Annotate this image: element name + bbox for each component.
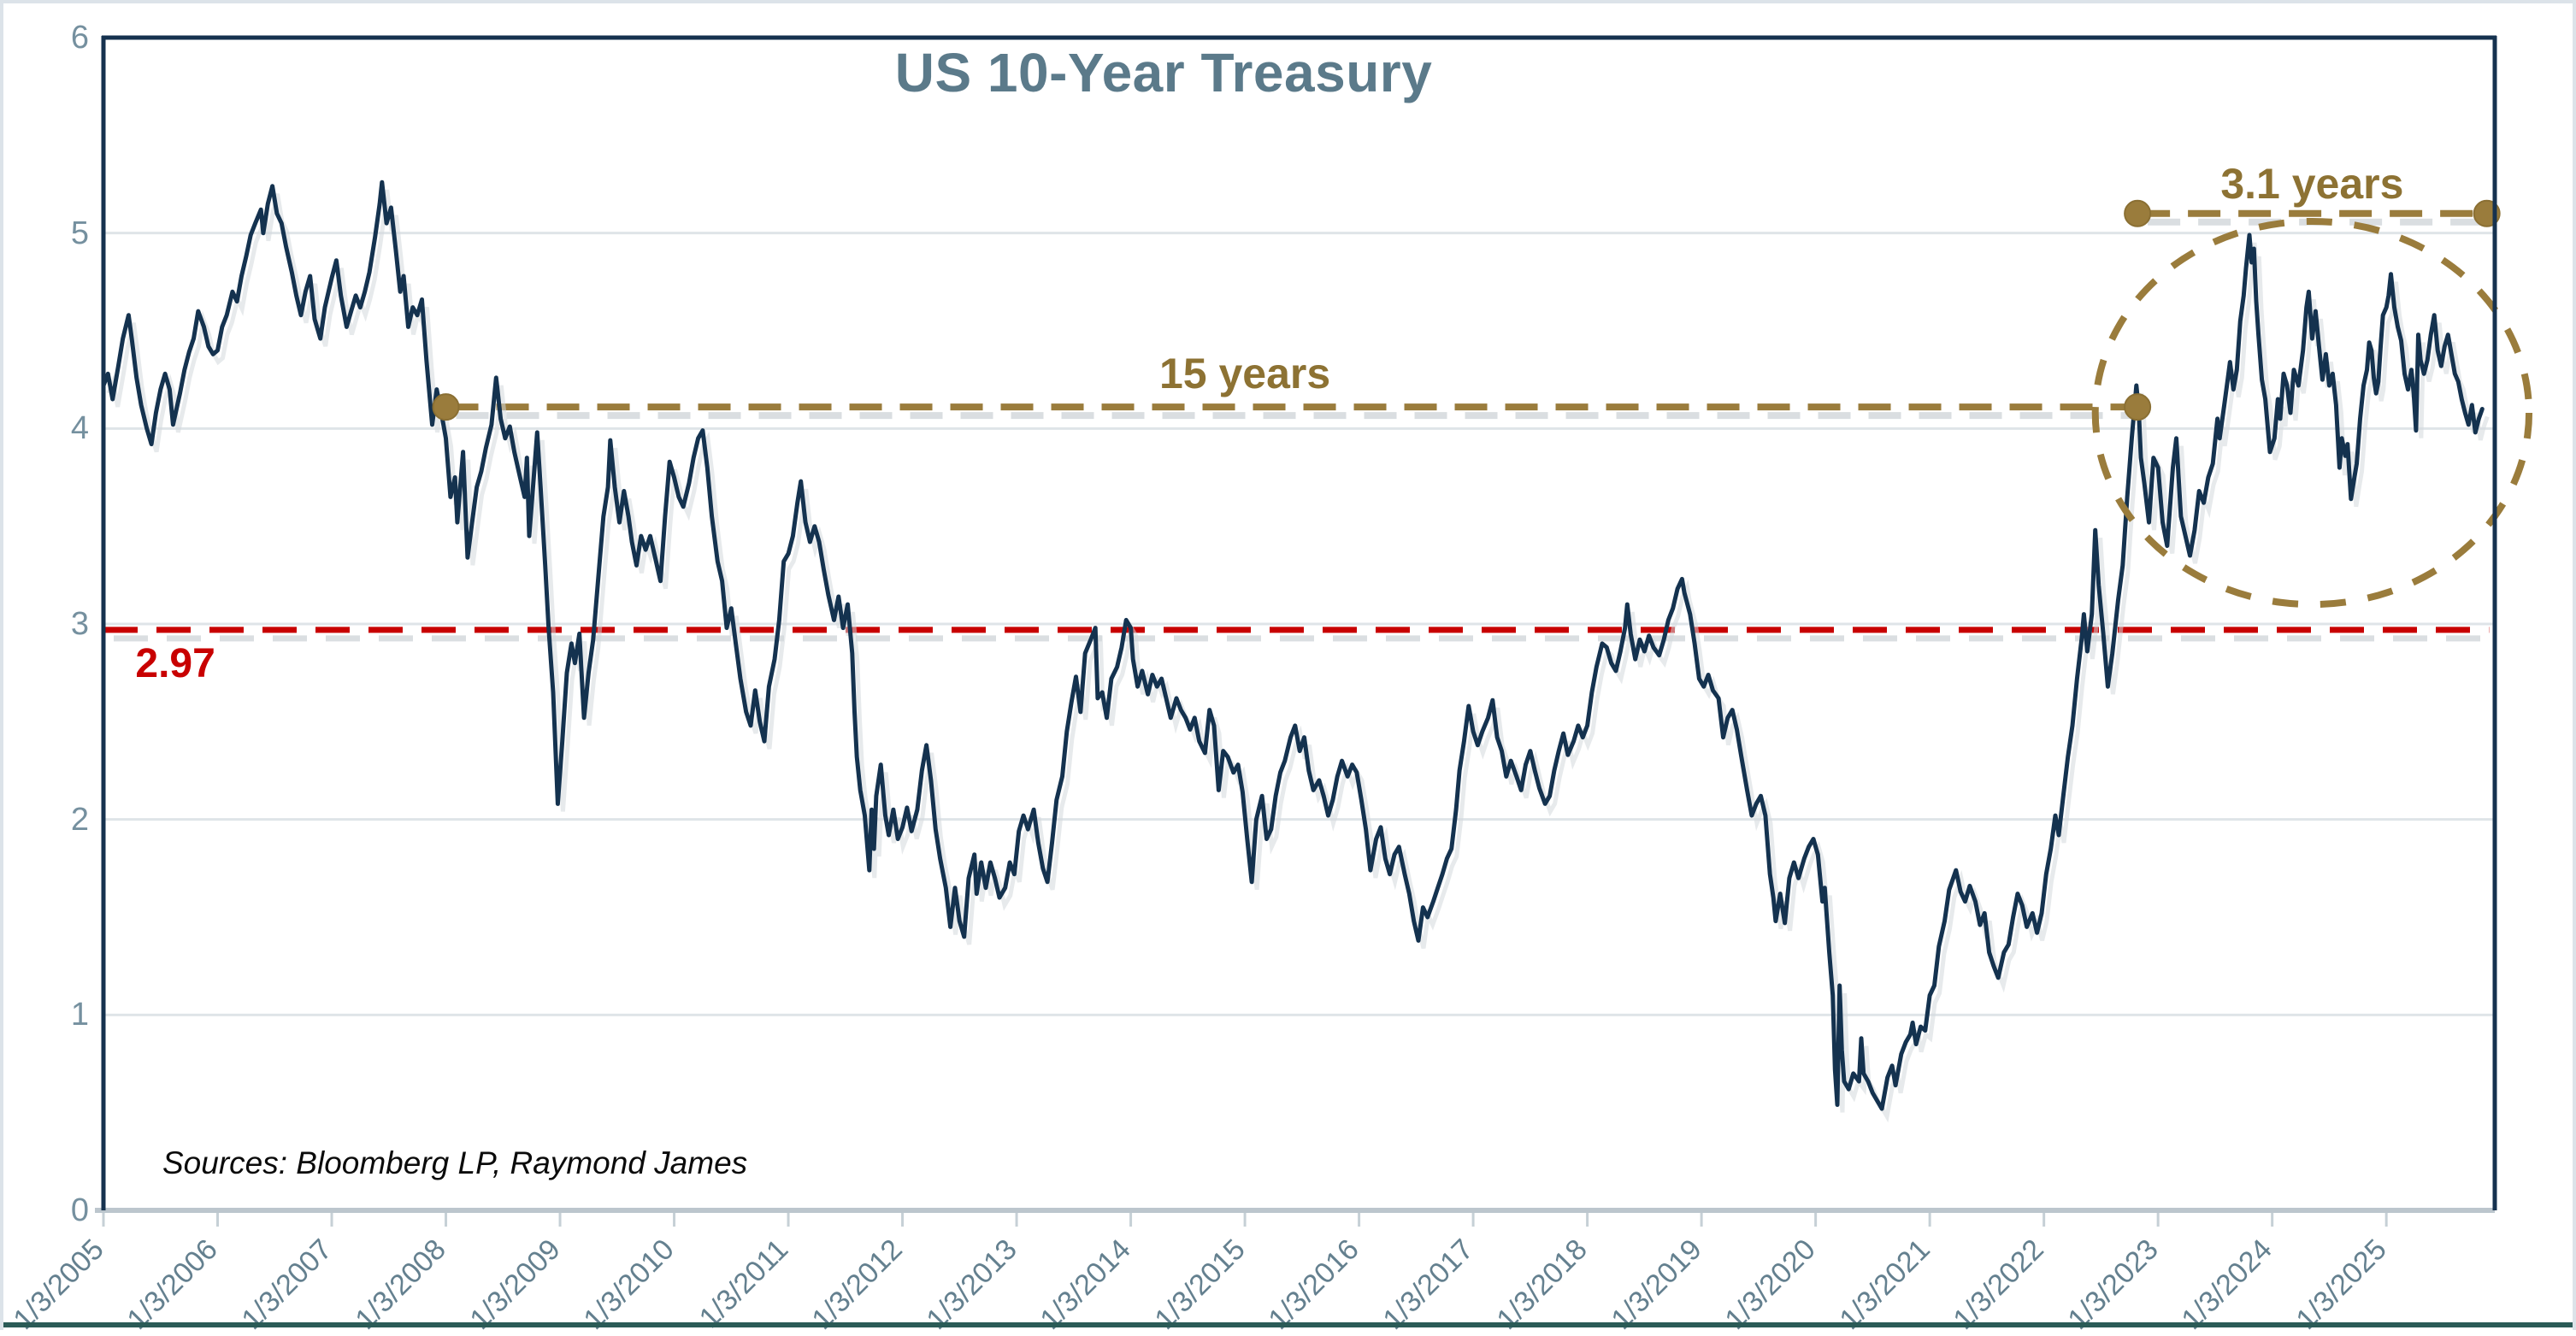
y-axis-label: 4: [70, 410, 89, 447]
plot-area: [95, 35, 2533, 1227]
chart-title: US 10-Year Treasury: [894, 42, 1433, 103]
source-note: Sources: Bloomberg LP, Raymond James: [162, 1145, 748, 1180]
treasury-yield-line: [101, 180, 2485, 1111]
bottom-border-bar: [3, 1322, 2573, 1327]
span-end-dot: [2124, 393, 2152, 421]
span-end-dot: [2124, 199, 2152, 227]
yield-line-shadow: [106, 189, 2490, 1123]
y-axis-label: 0: [70, 1192, 89, 1228]
y-axis-label: 1: [70, 997, 89, 1033]
threshold-2-97-label: 2.97: [135, 640, 215, 686]
plot-border: [101, 35, 2497, 1210]
y-axis-label: 2: [70, 801, 89, 838]
y-axis-label: 5: [70, 215, 89, 251]
span-end-dot: [432, 393, 460, 421]
y-axis-label: 6: [70, 20, 89, 56]
span-3-1-years-label: 3.1 years: [2220, 159, 2404, 208]
highlight-ellipse: [2091, 217, 2533, 609]
span-15-years-label: 15 years: [1158, 350, 1331, 398]
y-axis-label: 3: [70, 606, 89, 642]
